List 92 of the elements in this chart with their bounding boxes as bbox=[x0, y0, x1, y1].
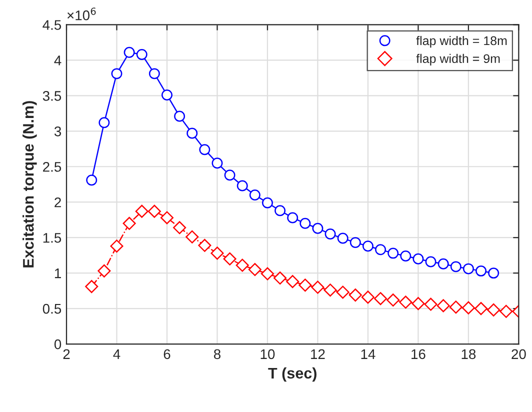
x-tick-label: 12 bbox=[311, 349, 325, 359]
point bbox=[236, 180, 248, 192]
y-tick-label: 3 bbox=[54, 126, 62, 136]
point bbox=[136, 49, 148, 60]
point bbox=[374, 292, 388, 306]
point bbox=[324, 228, 336, 240]
point bbox=[298, 278, 312, 292]
point bbox=[274, 205, 286, 216]
point bbox=[148, 68, 160, 80]
legend-label: flap width = 9m bbox=[416, 54, 500, 66]
point bbox=[476, 265, 487, 276]
point bbox=[449, 300, 462, 314]
x-tick-label: 6 bbox=[164, 349, 170, 360]
y-tick-label: 4.5 bbox=[42, 20, 62, 30]
point bbox=[488, 268, 500, 279]
point bbox=[487, 303, 500, 316]
y-tick-label: 4 bbox=[54, 56, 62, 66]
point bbox=[274, 272, 287, 285]
point bbox=[98, 264, 111, 278]
y-tick-label: 1.5 bbox=[43, 233, 62, 243]
point bbox=[260, 267, 274, 280]
point bbox=[412, 253, 424, 264]
point bbox=[500, 304, 513, 318]
point bbox=[324, 284, 337, 297]
y-tick-label: 0.5 bbox=[42, 304, 62, 314]
point bbox=[85, 280, 98, 294]
point bbox=[438, 258, 449, 270]
point bbox=[173, 221, 186, 234]
point bbox=[160, 211, 174, 224]
point bbox=[436, 299, 450, 312]
point bbox=[350, 237, 361, 248]
point bbox=[124, 46, 135, 58]
point bbox=[474, 302, 488, 316]
point bbox=[199, 144, 210, 156]
point bbox=[311, 280, 324, 294]
point bbox=[424, 298, 438, 311]
y-tick-label: 2 bbox=[54, 197, 61, 208]
point bbox=[98, 117, 110, 128]
point bbox=[287, 212, 298, 224]
point bbox=[300, 218, 311, 229]
y-axis-title: Excitation torque (N.m) bbox=[22, 101, 37, 268]
x-tick-label: 4 bbox=[113, 349, 120, 359]
x-tick-label: 10 bbox=[260, 349, 275, 360]
point bbox=[388, 248, 399, 259]
point bbox=[186, 128, 198, 139]
point bbox=[249, 190, 260, 200]
point bbox=[248, 263, 262, 276]
x-tick-label: 18 bbox=[462, 349, 476, 360]
y-tick-label: 2.5 bbox=[43, 162, 62, 172]
point bbox=[262, 197, 273, 208]
point bbox=[462, 263, 474, 274]
y-tick-label: 1 bbox=[54, 268, 61, 278]
x-axis-title: T (sec) bbox=[268, 367, 316, 382]
point bbox=[223, 252, 236, 266]
point bbox=[198, 238, 212, 252]
point bbox=[375, 244, 386, 256]
point bbox=[286, 275, 300, 288]
point bbox=[462, 301, 475, 314]
point bbox=[135, 204, 148, 218]
y-tick-label: 3.5 bbox=[42, 91, 62, 101]
x-tick-label: 20 bbox=[512, 349, 526, 360]
x-tick-label: 2 bbox=[63, 349, 70, 359]
point bbox=[450, 261, 462, 272]
y-tick-label: 0 bbox=[54, 339, 62, 350]
point bbox=[111, 68, 122, 80]
point bbox=[399, 296, 412, 309]
point bbox=[162, 89, 172, 100]
point bbox=[148, 204, 161, 218]
point bbox=[362, 240, 374, 252]
point bbox=[337, 232, 348, 244]
point bbox=[210, 246, 224, 260]
point bbox=[412, 297, 425, 310]
text: ×10$^{6}$ bbox=[67, 8, 96, 20]
point bbox=[110, 240, 124, 253]
point bbox=[348, 288, 362, 302]
point bbox=[224, 170, 236, 181]
point bbox=[186, 230, 199, 244]
point bbox=[336, 286, 350, 299]
point bbox=[312, 222, 324, 234]
point bbox=[236, 258, 249, 272]
point bbox=[386, 294, 400, 307]
x-tick-label: 8 bbox=[214, 349, 220, 360]
point bbox=[361, 290, 374, 304]
point bbox=[122, 216, 136, 230]
legend-label: flap width = 18m bbox=[416, 36, 507, 48]
point bbox=[86, 174, 98, 186]
x-tick-label: 14 bbox=[361, 349, 376, 359]
point bbox=[174, 110, 186, 122]
point bbox=[400, 250, 412, 262]
point bbox=[425, 256, 436, 268]
x-tick-label: 16 bbox=[412, 349, 426, 360]
point bbox=[212, 158, 223, 169]
